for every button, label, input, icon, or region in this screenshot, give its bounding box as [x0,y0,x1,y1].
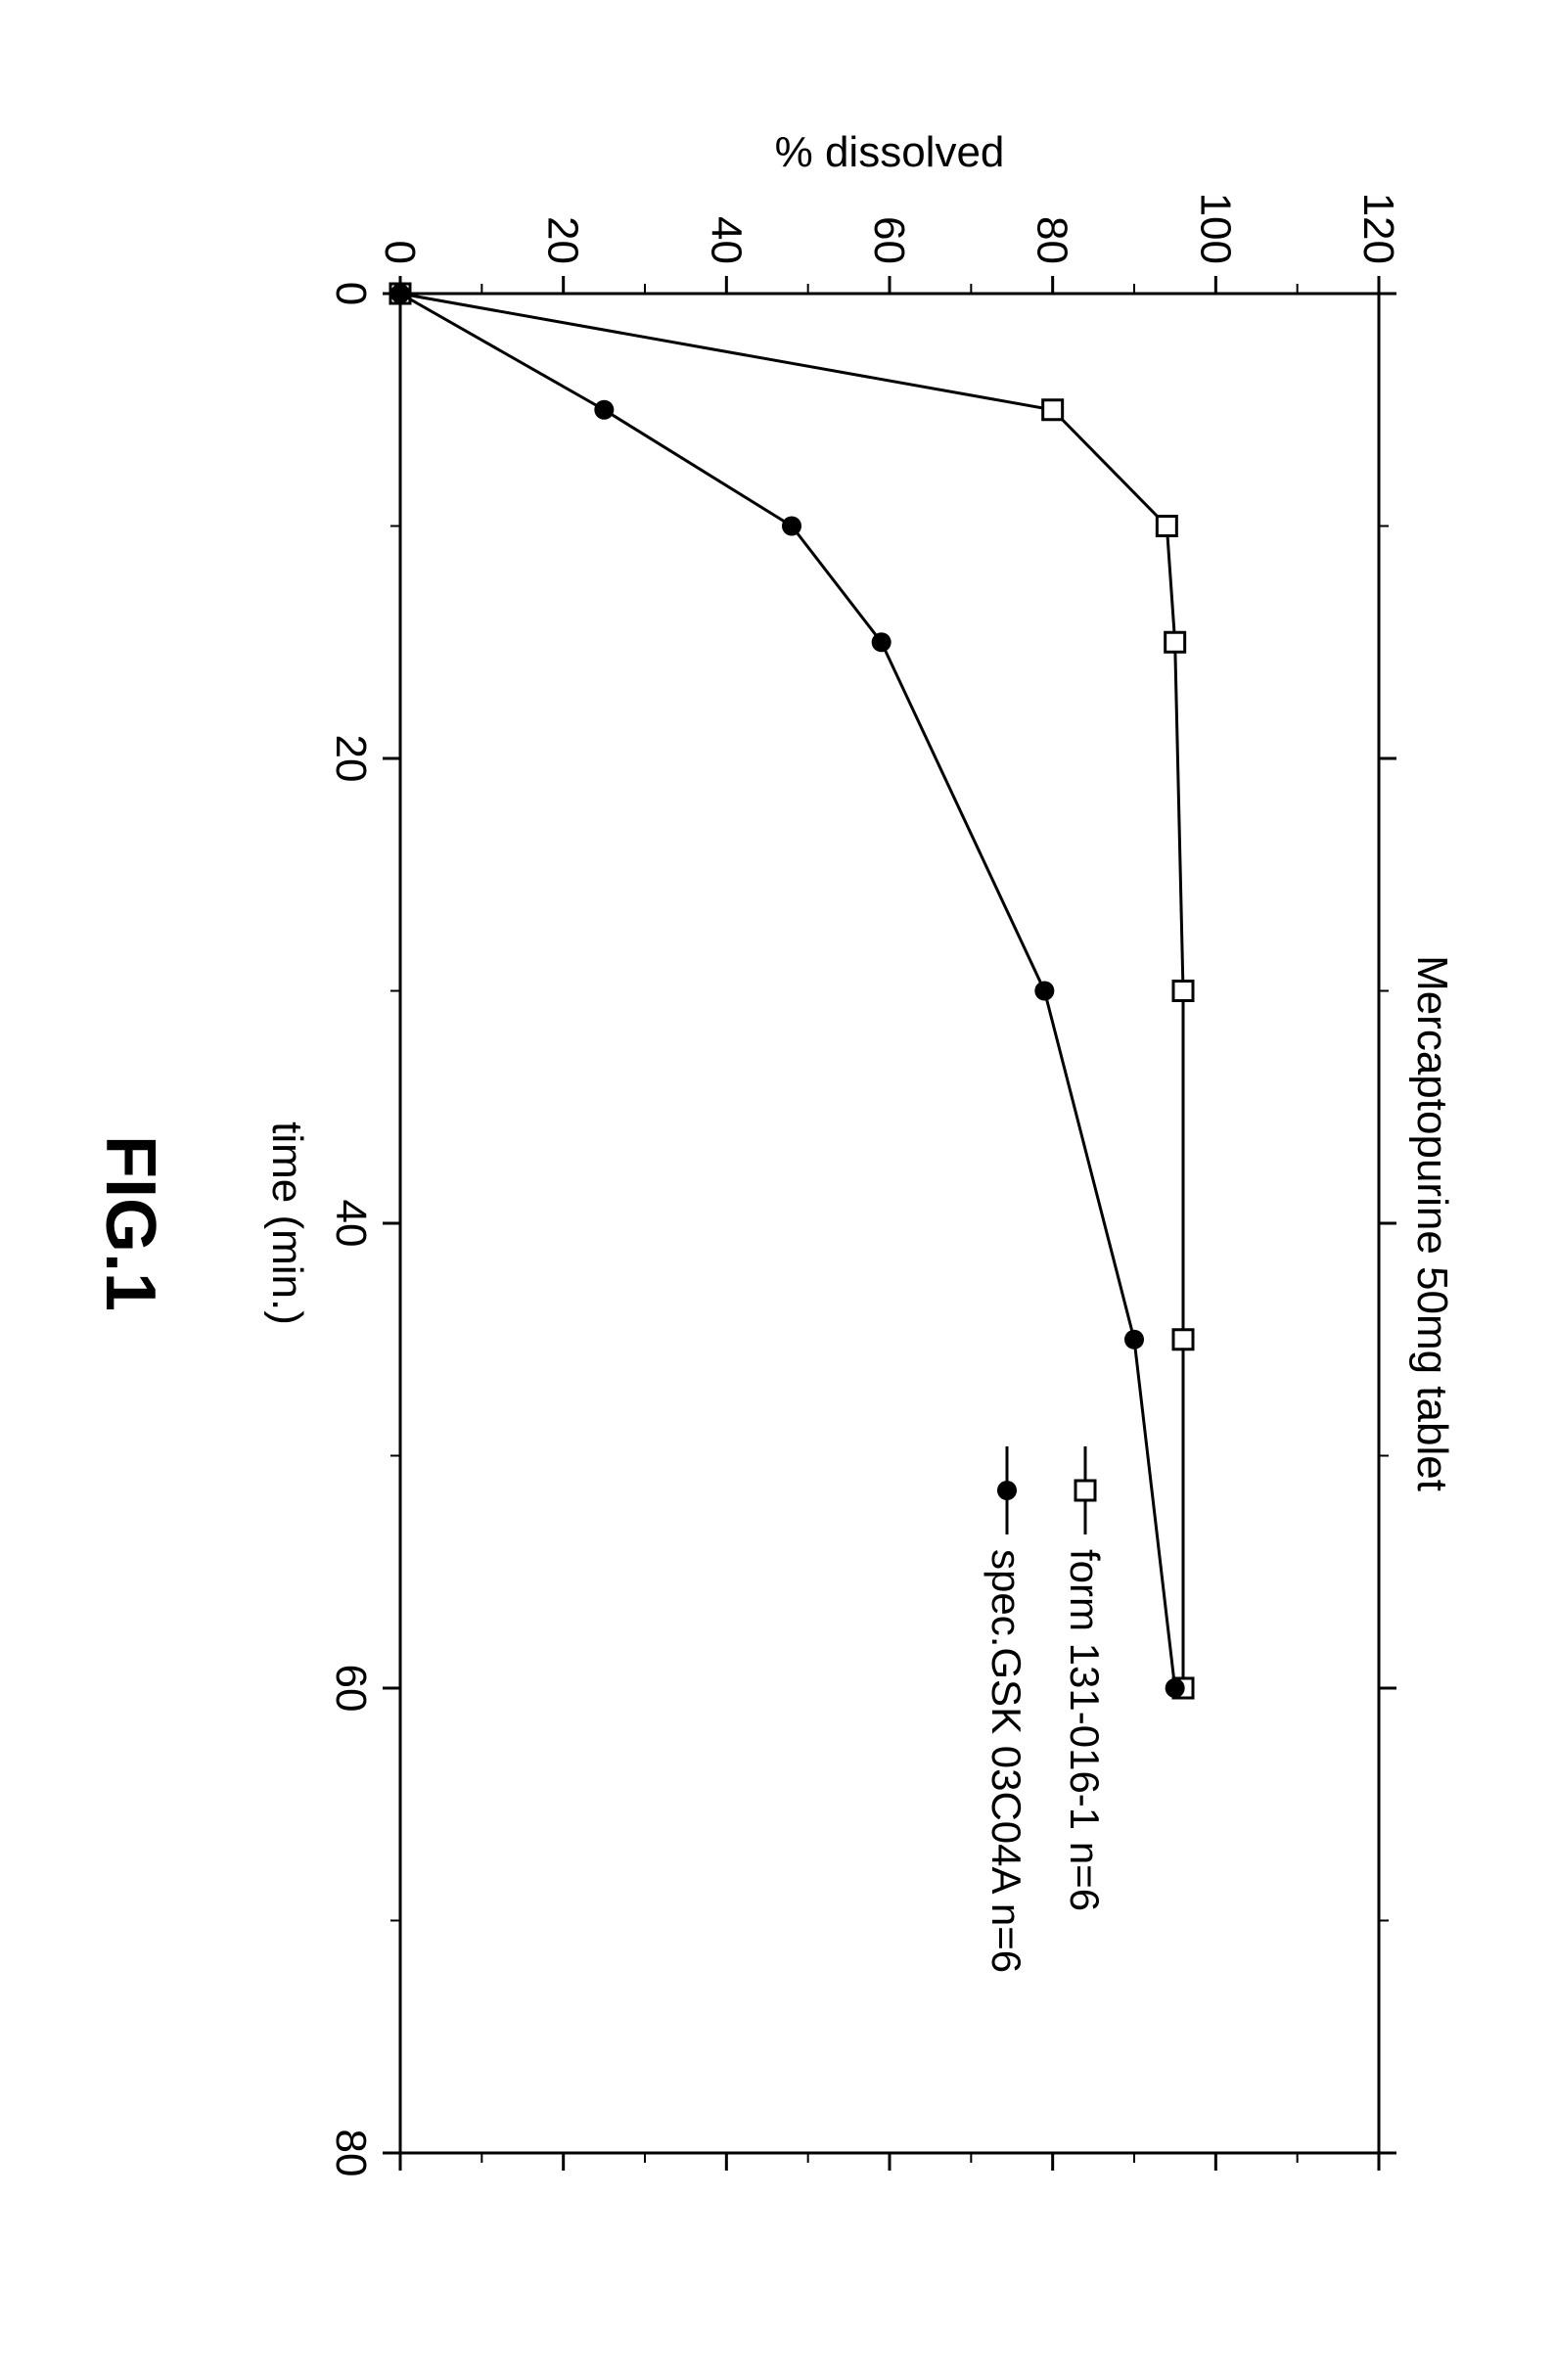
marker-circle-filled-icon [997,1481,1017,1500]
y-tick-label: 120 [1354,193,1402,264]
x-tick-label: 20 [327,735,375,783]
x-tick-label: 0 [327,282,375,305]
y-tick-label: 0 [376,241,424,264]
chart-title: Mercaptopurine 50mg tablet [1408,955,1456,1491]
x-tick-label: 80 [327,2129,375,2177]
series-0 [400,294,1183,1688]
legend-label: form 131-016-1 n=6 [1062,1549,1108,1911]
marker-circle-filled-icon [390,284,410,303]
series-line [400,294,1175,1688]
marker-square-open-icon [1043,400,1063,420]
y-tick-label: 80 [1029,216,1076,264]
marker-square-open-icon [1166,632,1185,652]
x-axis-label: time (min.) [263,1121,311,1325]
marker-circle-filled-icon [782,517,801,536]
marker-square-open-icon [1173,1330,1193,1350]
marker-square-open-icon [1157,517,1176,536]
marker-square-open-icon [1075,1481,1095,1500]
marker-circle-filled-icon [1034,982,1054,1001]
marker-circle-filled-icon [594,400,614,420]
x-tick-label: 40 [327,1200,375,1248]
y-axis-label: % dissolved [775,128,1005,176]
marker-circle-filled-icon [1124,1330,1144,1350]
y-tick-label: 20 [539,216,587,264]
figure-label: FIG.1 [91,1135,169,1311]
series-1 [400,294,1175,1688]
plot-border [400,294,1379,2153]
y-tick-label: 60 [865,216,913,264]
page-container: Mercaptopurine 50mg tablet 0 20 40 60 80 0 20 40… [0,0,1555,2380]
y-tick-label: 100 [1191,193,1239,264]
marker-circle-filled-icon [1166,1678,1185,1698]
marker-square-open-icon [1173,982,1193,1001]
legend-label: spec.GSK 03C04A n=6 [983,1549,1029,1973]
marker-circle-filled-icon [872,632,892,652]
dissolution-chart: Mercaptopurine 50mg tablet 0 20 40 60 80 0 20 40… [0,0,1555,2380]
x-tick-label: 60 [327,1665,375,1713]
series-line [400,294,1183,1688]
y-tick-label: 40 [702,216,750,264]
